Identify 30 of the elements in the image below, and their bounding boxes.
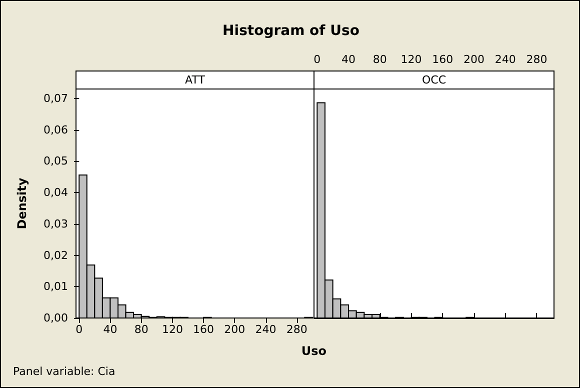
x-tick-label: 240 [494,53,516,66]
x-tick-label: 280 [286,323,308,336]
x-tick-label: 40 [103,323,118,336]
y-tick-label: 0,00 [44,312,68,324]
y-tick-label: 0,04 [44,186,68,200]
x-tick-label: 120 [400,53,422,66]
x-tick-label: 80 [134,323,148,336]
x-tick-label: 80 [372,53,387,66]
y-tick-label: 0,07 [44,92,68,105]
chart-subtitle: ATT [185,74,206,86]
x-tick-label: 240 [255,323,276,336]
x-tick-label: 40 [342,53,356,66]
x-tick-label: 160 [193,323,214,336]
y-tick-label: 0,06 [44,123,68,136]
x-tick-label: 0 [76,323,83,336]
chart-title: Histogram of Uso [222,23,360,39]
x-tick-label: 280 [526,53,548,66]
y-tick-label: 0,05 [44,154,68,168]
x-tick-label: 200 [224,323,246,336]
x-tick-label: 200 [464,53,484,66]
y-tick-label: 0,02 [44,248,68,262]
x-tick-label: 120 [162,323,183,336]
x-axis-title: Uso [300,344,328,358]
x-tick-label: 160 [432,53,454,66]
text: Panel variable: Cia [13,365,116,378]
x-tick-label: 0 [314,53,321,66]
chart-subtitle: OCC [422,74,446,86]
y-tick-label: 0,01 [44,280,68,294]
y-tick-label: 0,03 [44,217,68,230]
y-axis-title: Density [15,178,29,230]
